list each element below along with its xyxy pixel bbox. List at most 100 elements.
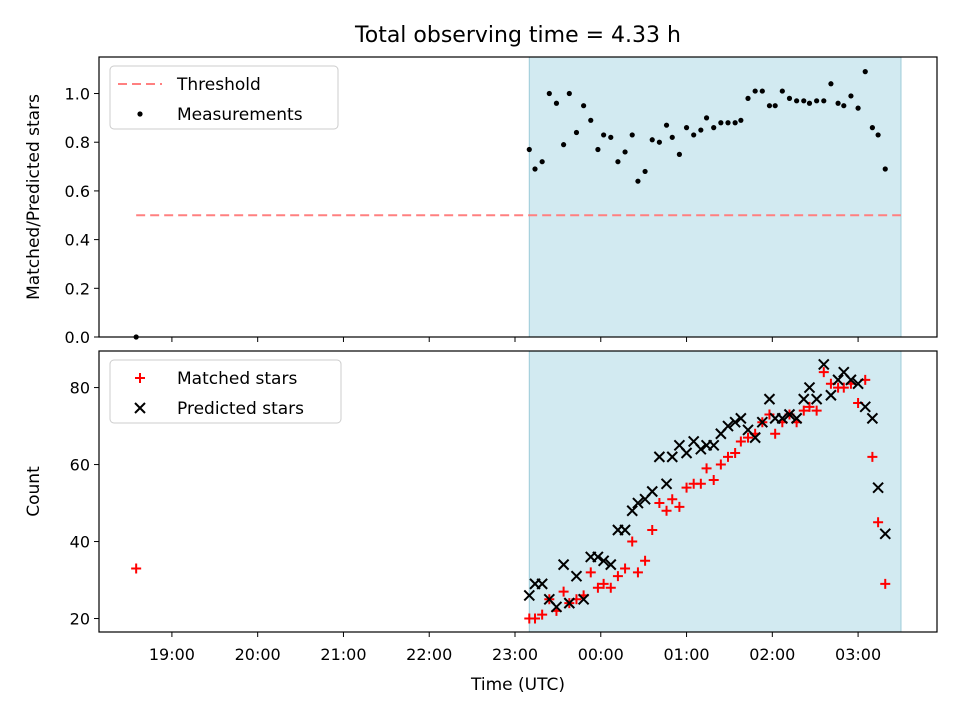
predicted-stars-point: [695, 443, 707, 455]
measurement-point: [703, 115, 710, 121]
measurement-point: [835, 100, 841, 106]
y-tick-label: 0.4: [65, 231, 90, 250]
predicted-stars-point: [776, 412, 789, 425]
matched-stars-point: [605, 582, 616, 593]
predicted-stars-point: [605, 558, 617, 571]
x-tick-label: 19:00: [149, 645, 195, 664]
predicted-stars-point: [852, 378, 864, 390]
measurement-point: [581, 103, 587, 109]
matched-stars-point: [585, 567, 596, 578]
measurement-point: [573, 129, 580, 136]
measurement-point: [855, 105, 861, 111]
measurement-point: [841, 103, 847, 109]
x-tick-label: 01:00: [663, 645, 709, 664]
matched-stars-point: [620, 563, 631, 574]
y-tick-label: 0.0: [65, 328, 90, 347]
matched-stars-point: [873, 517, 884, 528]
legend-label: Predicted stars: [177, 399, 304, 419]
matched-stars-point: [640, 555, 651, 566]
measurement-point: [615, 159, 621, 165]
measurement-point: [656, 139, 662, 145]
x-tick-label: 02:00: [749, 645, 795, 664]
predicted-stars-point: [722, 420, 734, 432]
measurement-point: [642, 168, 648, 175]
predicted-stars-point: [810, 393, 823, 405]
predicted-stars-point: [550, 601, 563, 613]
predicted-stars-point: [666, 451, 678, 463]
matched-stars-point: [818, 367, 829, 378]
x-tick-label: 00:00: [578, 645, 624, 664]
x-tick-label: 23:00: [492, 645, 538, 664]
measurement-point: [546, 90, 552, 97]
y-axis-label: Count: [24, 466, 44, 517]
predicted-stars-point: [646, 485, 658, 498]
measurement-point: [862, 69, 868, 75]
y-tick-label: 40: [70, 533, 90, 552]
predicted-stars-point: [879, 528, 891, 540]
legend-label: Threshold: [176, 75, 261, 95]
predicted-stars-point: [818, 358, 830, 371]
measurement-point: [801, 98, 807, 104]
matched-stars-point: [661, 505, 672, 516]
matched-stars-point: [681, 482, 692, 493]
matched-stars-point: [627, 536, 638, 547]
matched-stars-point: [708, 474, 719, 485]
predicted-stars-point: [577, 593, 590, 605]
predicted-stars-point: [803, 381, 816, 394]
predicted-stars-point: [707, 439, 720, 452]
matched-stars-point: [743, 432, 754, 443]
measurement-point: [532, 166, 538, 172]
measurement-point: [806, 100, 813, 106]
y-tick-label: 1.0: [65, 85, 90, 104]
predicted-stars-point: [570, 570, 583, 582]
x-axis-label: Time (UTC): [470, 675, 565, 695]
legend-label: Measurements: [177, 105, 303, 125]
matched-stars-point: [798, 405, 809, 416]
measurement-point: [561, 142, 567, 148]
matched-stars-point: [723, 451, 733, 462]
measurement-point: [663, 122, 670, 128]
y-tick-label: 20: [70, 610, 90, 629]
measurement-point: [669, 134, 675, 140]
measurement-point: [566, 90, 572, 97]
measurement-point: [766, 103, 773, 109]
legend-matched-swatch: [135, 373, 145, 383]
measurement-point: [814, 98, 820, 104]
matched-stars-point: [654, 498, 665, 509]
y-tick-label: 0.8: [65, 133, 90, 152]
measurement-point: [725, 120, 731, 126]
predicted-stars-point: [756, 416, 769, 428]
matched-stars-point: [804, 401, 815, 412]
predicted-stars-point: [825, 389, 837, 401]
predicted-stars-point: [749, 431, 761, 444]
predicted-stars-point: [866, 412, 879, 425]
measurement-point: [745, 95, 751, 101]
measurement-point: [526, 146, 532, 153]
measurement-point: [539, 159, 545, 165]
measurement-point: [794, 98, 800, 104]
matched-stars-point: [770, 428, 781, 439]
measurement-point: [595, 146, 601, 153]
y-tick-label: 80: [70, 379, 90, 398]
predicted-stars-point: [619, 524, 631, 536]
predicted-stars-point: [557, 558, 570, 571]
legend-box: [109, 65, 339, 130]
measurement-point: [732, 120, 738, 126]
matched-stars-point: [735, 436, 746, 447]
matched-stars-point: [632, 567, 643, 578]
measurement-point: [759, 88, 765, 94]
y-tick-label: 0.2: [65, 279, 90, 298]
measurement-point: [676, 151, 682, 157]
x-tick-label: 20:00: [235, 645, 281, 664]
legend-measurement-swatch: [137, 111, 143, 117]
predicted-stars-point: [680, 447, 693, 459]
predicted-stars-point: [660, 478, 673, 490]
matched-stars-point: [715, 459, 726, 470]
predicted-stars-point: [790, 412, 803, 425]
matched-stars-point: [730, 448, 741, 459]
measurement-point: [649, 137, 655, 143]
measurement-point: [588, 117, 594, 123]
figure-title: Total observing time = 4.33 h: [354, 23, 681, 48]
predicted-stars-point: [763, 393, 776, 405]
measurement-point: [601, 132, 607, 138]
